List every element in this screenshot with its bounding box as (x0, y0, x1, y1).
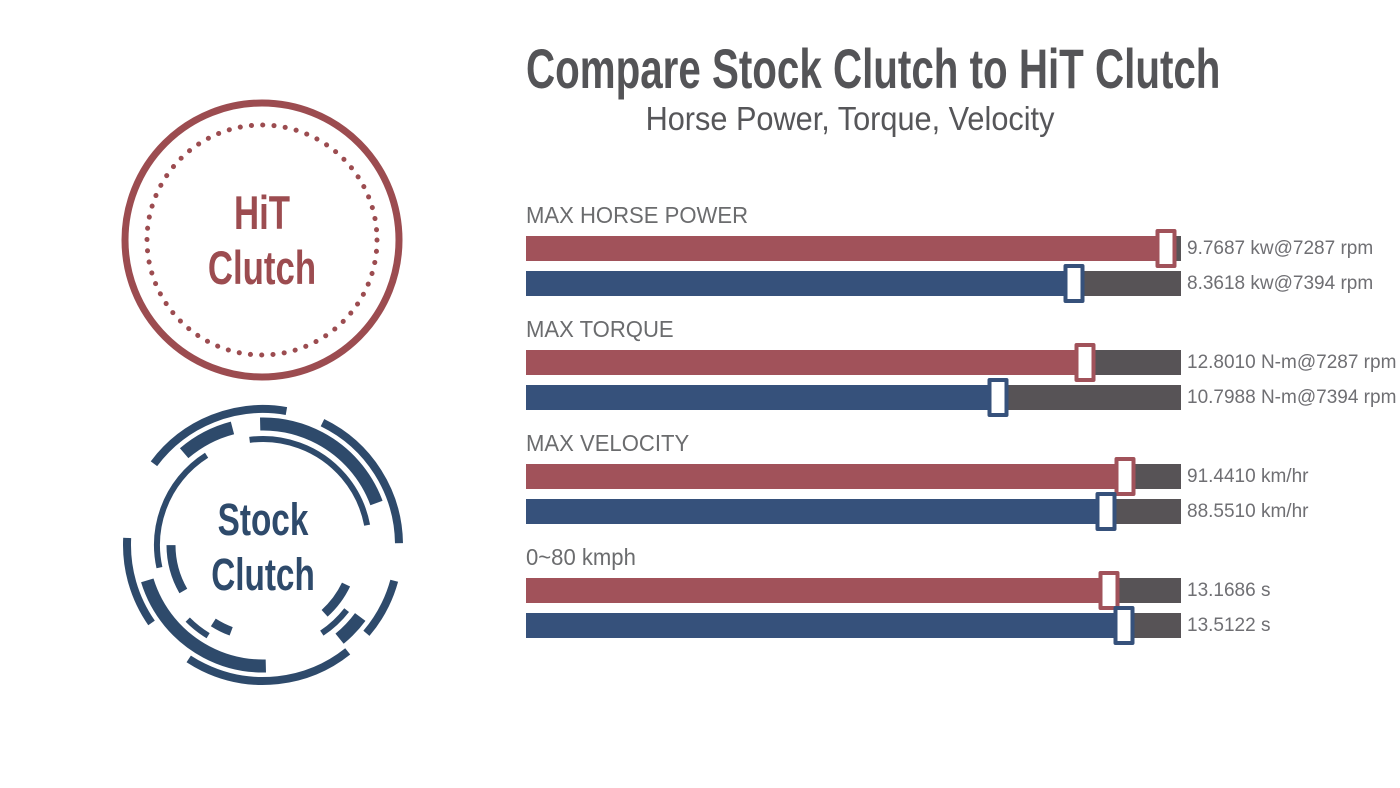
slider-handle-icon[interactable] (1074, 343, 1096, 382)
bar-row-hit: 91.4410 km/hr (526, 457, 1308, 496)
bar-row-hit: 9.7687 kw@7287 rpm (526, 229, 1373, 268)
bar-fill (526, 464, 1125, 489)
slider-handle-icon[interactable] (1155, 229, 1177, 268)
bar-row-stock: 10.7988 N-m@7394 rpm (526, 378, 1396, 417)
slider-handle-icon[interactable] (1095, 492, 1117, 531)
page-title: Compare Stock Clutch to HiT Clutch (526, 37, 1221, 100)
bar-value-label: 91.4410 km/hr (1187, 465, 1309, 487)
bar-fill (526, 385, 998, 410)
bar-fill (526, 613, 1124, 638)
stock-clutch-badge: Stock Clutch (119, 401, 407, 689)
comparison-bar-chart: MAX HORSE POWER 9.7687 kw@7287 rpm 8.361… (526, 202, 1396, 658)
bar-group: 0~80 kmph 13.1686 s 13.5122 s (526, 544, 1386, 645)
bar-group-label: 0~80 kmph (526, 544, 636, 570)
slider-handle-icon[interactable] (1063, 264, 1085, 303)
hit-clutch-badge-label: HiT Clutch (207, 186, 317, 294)
bar-fill (526, 350, 1085, 375)
bar-group-label: MAX TORQUE (526, 316, 674, 342)
bar-group-label: MAX VELOCITY (526, 430, 690, 456)
stock-clutch-badge-label: Stock Clutch (211, 494, 315, 600)
slider-handle-icon[interactable] (1114, 457, 1136, 496)
bar-row-hit: 12.8010 N-m@7287 rpm (526, 343, 1396, 382)
bar-group-label: MAX HORSE POWER (526, 202, 749, 228)
bar-value-label: 10.7988 N-m@7394 rpm (1187, 386, 1397, 408)
hit-clutch-ring-icon (121, 99, 403, 381)
bar-value-label: 13.1686 s (1187, 579, 1271, 601)
bar-row-stock: 8.3618 kw@7394 rpm (526, 264, 1373, 303)
hit-clutch-badge: HiT Clutch (118, 96, 406, 384)
bar-fill (526, 236, 1166, 261)
title-block: Compare Stock Clutch to HiT Clutch Horse… (400, 40, 1300, 138)
bar-value-label: 88.5510 km/hr (1187, 500, 1309, 522)
bar-group: MAX TORQUE 12.8010 N-m@7287 rpm 10.7988 … (526, 316, 1396, 417)
bar-value-label: 9.7687 kw@7287 rpm (1187, 237, 1374, 259)
bar-fill (526, 499, 1106, 524)
bar-fill (526, 271, 1074, 296)
slider-handle-icon[interactable] (987, 378, 1009, 417)
bar-group: MAX HORSE POWER 9.7687 kw@7287 rpm 8.361… (526, 202, 1386, 303)
slider-handle-icon[interactable] (1098, 571, 1120, 610)
bar-value-label: 12.8010 N-m@7287 rpm (1187, 351, 1397, 373)
bar-group: MAX VELOCITY 91.4410 km/hr 88.5510 km/hr (526, 430, 1386, 531)
page-subtitle: Horse Power, Torque, Velocity (645, 100, 1055, 137)
bar-row-stock: 88.5510 km/hr (526, 492, 1308, 531)
bar-fill (526, 578, 1109, 603)
bar-value-label: 8.3618 kw@7394 rpm (1187, 272, 1374, 294)
slider-handle-icon[interactable] (1113, 606, 1135, 645)
bar-row-hit: 13.1686 s (526, 571, 1270, 610)
bar-value-label: 13.5122 s (1187, 614, 1271, 636)
stock-clutch-ring-icon (123, 405, 403, 685)
bar-row-stock: 13.5122 s (526, 606, 1270, 645)
